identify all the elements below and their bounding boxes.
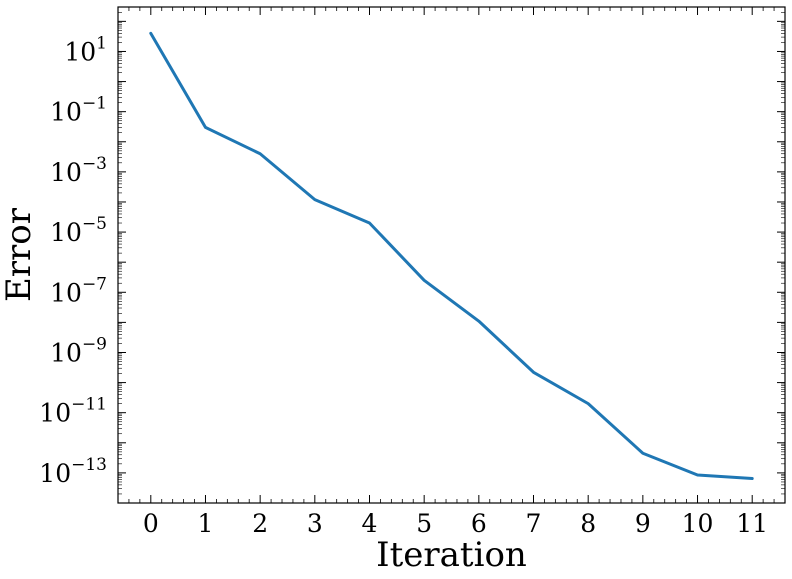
x-tick-label: 11 xyxy=(736,509,768,538)
series-line-0 xyxy=(149,31,754,481)
plot-frame xyxy=(117,6,786,504)
y-tick-exponent: −11 xyxy=(71,395,107,415)
series-layer xyxy=(149,31,754,481)
y-tick-exponent: −7 xyxy=(82,274,107,294)
x-tick-label: 9 xyxy=(635,509,651,538)
x-tick-label: 7 xyxy=(526,509,542,538)
y-tick-label: 10−7 xyxy=(50,274,107,307)
y-tick-base: 10 xyxy=(50,278,82,307)
y-tick-exponent: −5 xyxy=(82,214,107,234)
y-tick-base: 10 xyxy=(50,158,82,187)
y-tick-label: 10−11 xyxy=(39,395,107,428)
y-tick-base: 10 xyxy=(39,459,71,488)
y-tick-label: 10−5 xyxy=(50,214,107,247)
y-tick-label: 10−3 xyxy=(50,154,107,187)
x-tick-labels: 0 1 2 3 4 5 6 7 8 9 10 11 xyxy=(143,509,768,538)
y-tick-label: 10−9 xyxy=(50,334,107,367)
y-tick-exponent: −9 xyxy=(82,334,107,354)
x-axis-title: Iteration xyxy=(376,535,527,575)
y-tick-base: 10 xyxy=(50,338,82,367)
x-tick-label: 10 xyxy=(682,509,714,538)
x-tick-label: 4 xyxy=(362,509,378,538)
y-tick-exponent: −13 xyxy=(71,455,107,475)
y-axis-title: Error xyxy=(0,207,39,302)
y-tick-label: 10−1 xyxy=(50,94,107,127)
x-tick-label: 0 xyxy=(143,509,159,538)
x-tick-label: 3 xyxy=(307,509,323,538)
y-tick-label: 10−13 xyxy=(39,455,107,488)
y-tick-base: 10 xyxy=(64,37,96,66)
x-tick-label: 8 xyxy=(580,509,596,538)
y-tick-base: 10 xyxy=(50,218,82,247)
x-tick-label: 6 xyxy=(471,509,487,538)
x-tick-label: 5 xyxy=(416,509,432,538)
x-tick-label: 1 xyxy=(198,509,214,538)
x-tick-label: 2 xyxy=(252,509,268,538)
minor-ticks xyxy=(118,6,785,503)
y-tick-exponent: 1 xyxy=(96,33,107,53)
plot-background xyxy=(118,7,785,503)
y-tick-exponent: −1 xyxy=(82,94,107,114)
y-tick-exponent: −3 xyxy=(82,154,107,174)
y-tick-base: 10 xyxy=(50,98,82,127)
y-tick-base: 10 xyxy=(39,399,71,428)
y-tick-label: 101 xyxy=(64,33,107,66)
